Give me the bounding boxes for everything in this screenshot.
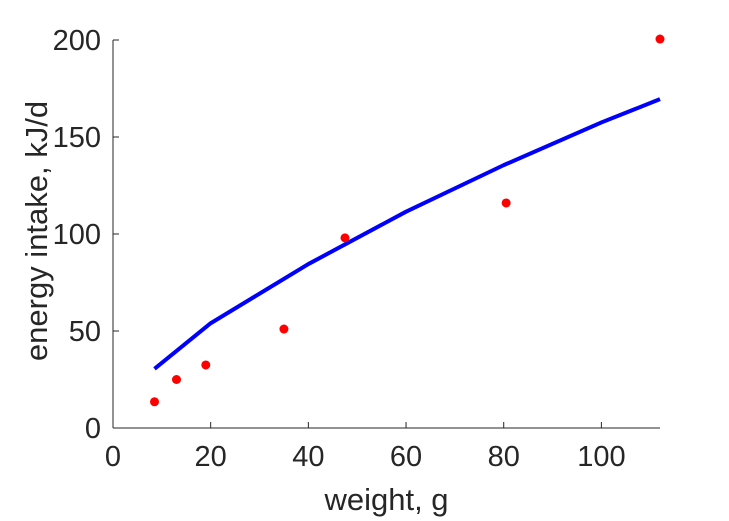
data-point	[340, 233, 350, 243]
y-tick-label: 100	[53, 219, 101, 251]
y-axis-label: energy intake, kJ/d	[19, 101, 54, 361]
y-tick-label: 150	[53, 122, 101, 154]
x-tick-label: 60	[390, 441, 422, 473]
x-tick-label: 20	[195, 441, 227, 473]
x-axis-label: weight, g	[323, 482, 448, 517]
data-point	[150, 397, 160, 407]
data-point	[171, 375, 181, 384]
data-point	[201, 360, 211, 370]
y-ticks: 0 50 100 150 200	[53, 25, 119, 445]
axes	[112, 40, 660, 429]
y-tick-label: 200	[53, 25, 101, 57]
x-ticks: 0 20 40 60 80 100	[105, 422, 626, 473]
x-tick-label: 0	[105, 441, 121, 473]
x-tick-label: 100	[577, 441, 625, 473]
y-tick-label: 50	[69, 316, 101, 348]
y-tick-label: 0	[85, 413, 101, 445]
fit-line	[153, 97, 661, 371]
data-point	[279, 324, 289, 334]
series-layer	[150, 34, 665, 407]
x-tick-label: 80	[488, 441, 520, 473]
data-point	[501, 198, 511, 208]
x-tick-label: 40	[292, 441, 324, 473]
data-point	[655, 34, 665, 44]
